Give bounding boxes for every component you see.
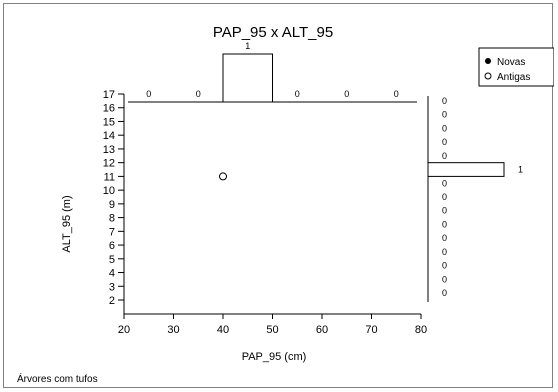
y-tick-label: 2 bbox=[109, 295, 115, 307]
y-histogram-count: 0 bbox=[442, 96, 447, 106]
x-tick-label: 30 bbox=[167, 324, 179, 336]
y-histogram-count: 0 bbox=[442, 261, 447, 271]
x-tick-label: 60 bbox=[316, 324, 328, 336]
x-tick-label: 50 bbox=[266, 324, 278, 336]
y-histogram-count: 0 bbox=[442, 233, 447, 243]
y-histogram-count: 0 bbox=[442, 137, 447, 147]
y-histogram-bar bbox=[427, 162, 505, 177]
legend-label-antigas: Antigas bbox=[497, 72, 530, 83]
legend-marker-antigas bbox=[484, 72, 492, 80]
y-histogram-count: 0 bbox=[442, 110, 447, 120]
y-histogram-count: 0 bbox=[442, 219, 447, 229]
legend-marker-novas bbox=[485, 58, 491, 64]
chart-frame: PAP_95 x ALT_95 PAP_95 (cm) ALT_95 (m) Á… bbox=[3, 3, 554, 388]
y-histogram-count: 0 bbox=[442, 151, 447, 161]
y-histogram-count: 1 bbox=[518, 165, 523, 175]
y-histogram-count: 0 bbox=[442, 288, 447, 298]
y-tick-label: 8 bbox=[109, 213, 115, 225]
legend-box bbox=[478, 47, 554, 87]
x-histogram-count: 0 bbox=[394, 89, 399, 99]
x-histogram-count: 0 bbox=[146, 89, 151, 99]
x-tick-label: 40 bbox=[217, 324, 229, 336]
y-histogram-count: 0 bbox=[442, 247, 447, 257]
x-histogram-bar bbox=[222, 53, 273, 103]
legend-label-novas: Novas bbox=[497, 57, 525, 68]
x-histogram-count: 0 bbox=[295, 89, 300, 99]
y-tick-label: 13 bbox=[103, 144, 115, 156]
y-histogram-count: 0 bbox=[442, 206, 447, 216]
y-tick-label: 15 bbox=[103, 116, 115, 128]
y-tick-label: 12 bbox=[103, 158, 115, 170]
y-tick-label: 17 bbox=[103, 89, 115, 101]
x-axis-label: PAP_95 (cm) bbox=[242, 351, 307, 363]
legend: Novas Antigas bbox=[478, 47, 554, 87]
y-histogram-count: 0 bbox=[442, 178, 447, 188]
y-tick-label: 4 bbox=[109, 268, 115, 280]
y-tick-label: 11 bbox=[104, 171, 115, 183]
x-tick-label: 80 bbox=[415, 324, 427, 336]
data-point-antigas bbox=[219, 172, 227, 181]
x-histogram-count: 0 bbox=[196, 89, 201, 99]
x-tick-label: 70 bbox=[365, 324, 377, 336]
y-histogram-count: 0 bbox=[442, 123, 447, 133]
y-tick-label: 3 bbox=[109, 281, 115, 293]
x-tick-label: 20 bbox=[118, 324, 130, 336]
x-histogram-count: 0 bbox=[344, 89, 349, 99]
footer-caption: Árvores com tufos bbox=[17, 372, 98, 385]
chart-svg: PAP_95 x ALT_95 PAP_95 (cm) ALT_95 (m) Á… bbox=[17, 24, 554, 385]
chart-title: PAP_95 x ALT_95 bbox=[213, 24, 333, 41]
y-histogram-count: 0 bbox=[442, 192, 447, 202]
y-axis-label: ALT_95 (m) bbox=[61, 195, 73, 252]
y-tick-label: 9 bbox=[109, 199, 115, 211]
x-histogram-count: 1 bbox=[245, 41, 250, 51]
y-tick-label: 5 bbox=[109, 254, 115, 266]
y-tick-label: 6 bbox=[109, 240, 115, 252]
y-tick-label: 14 bbox=[103, 130, 115, 142]
y-tick-label: 16 bbox=[103, 103, 115, 115]
y-histogram-count: 0 bbox=[442, 274, 447, 284]
y-tick-label: 10 bbox=[103, 185, 115, 197]
y-tick-label: 7 bbox=[109, 226, 115, 238]
